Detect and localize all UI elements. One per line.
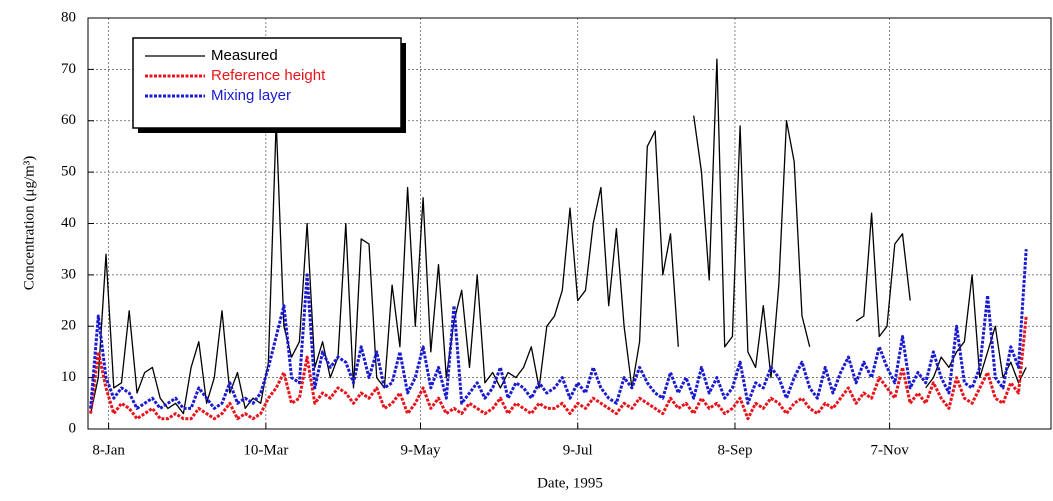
x-tick-label: 7-Nov xyxy=(870,442,909,458)
x-tick-label: 8-Sep xyxy=(717,442,752,458)
x-tick-label: 8-Jan xyxy=(92,442,125,458)
legend-label: Measured xyxy=(211,47,278,64)
y-axis-title: Concentration (μg/m³) xyxy=(21,156,37,291)
legend-box xyxy=(132,37,402,129)
x-tick-label: 9-May xyxy=(401,442,441,458)
legend-label: Mixing layer xyxy=(211,87,291,104)
x-tick-label: 10-Mar xyxy=(243,442,288,458)
x-tick-label: 9-Jul xyxy=(563,442,593,458)
plot-frame xyxy=(87,17,1052,430)
y-tick-label: 40 xyxy=(61,215,76,231)
data-line xyxy=(89,249,1028,410)
legend-label: Reference height xyxy=(211,67,326,84)
y-tick-label: 0 xyxy=(69,420,77,436)
y-tick-label: 20 xyxy=(61,318,76,334)
data-line xyxy=(89,315,1028,421)
y-tick-label: 30 xyxy=(61,266,76,282)
y-tick-label: 10 xyxy=(61,369,76,385)
y-tick-label: 80 xyxy=(61,9,76,25)
y-tick-label: 70 xyxy=(61,61,76,77)
y-tick-label: 50 xyxy=(61,164,76,180)
x-axis-title: Date, 1995 xyxy=(537,475,603,491)
data-line xyxy=(89,58,1027,415)
y-tick-label: 60 xyxy=(61,112,76,128)
